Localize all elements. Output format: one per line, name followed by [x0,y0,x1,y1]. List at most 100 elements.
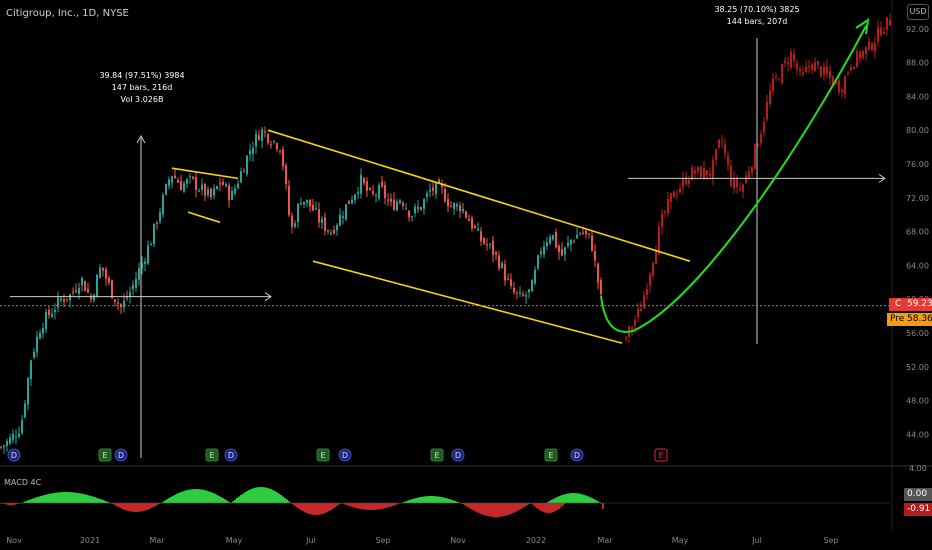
candle-body [793,54,795,61]
candle-body [183,183,185,192]
candle-body [63,299,65,302]
macd-bar [344,503,346,505]
event-marker-letter: E [320,451,325,460]
macd-bar [4,503,6,505]
candle-body [27,377,29,405]
y-tick-label: 88.00 [906,59,929,68]
macd-bar [82,493,84,503]
candle-body [381,181,383,187]
macd-bar [426,496,428,503]
macd-bar [138,503,140,512]
x-tick-label: Mar [149,536,165,545]
candle-body [126,297,128,299]
candle-body [318,209,320,223]
macd-bar [132,503,134,512]
macd-bar [522,503,524,508]
candle-body [21,420,23,434]
candle-body [195,176,197,191]
macd-bar [60,492,62,503]
macd-bar [48,493,50,503]
macd-bar [573,493,575,503]
candle-body [342,216,344,218]
macd-bar [50,493,52,503]
candle-body [459,205,461,212]
candle-body [477,228,479,231]
macd-bar [360,503,362,510]
event-marker-letter: E [658,451,663,460]
macd-bar [268,488,270,503]
macd-bar [518,503,520,511]
candle-body [540,251,542,255]
macd-bar [104,500,106,503]
macd-bar [556,503,558,511]
candle-body [429,190,431,192]
macd-bar [458,502,460,503]
candle-body [378,184,380,199]
macd-bar [551,499,553,503]
dividend-marker [114,448,128,462]
macd-bar [585,495,587,503]
currency-button[interactable]: USD [907,4,929,20]
candle-body [321,219,323,224]
macd-bar [108,502,110,503]
pre-price-tag: 58.36 [904,313,932,326]
candle-body [856,51,858,67]
candle-body [24,403,26,417]
macd-bar [472,503,474,511]
macd-bar [380,503,382,510]
earnings-marker-future [654,448,668,462]
macd-bar [354,503,356,508]
candle-body [880,27,882,36]
macd-bar [180,492,182,503]
candle-body [15,436,17,438]
y-tick-label: 84.00 [906,92,929,101]
macd-bar [222,498,224,503]
macd-bar [264,487,266,503]
candle-body [309,199,311,207]
candle-body [159,212,161,222]
candle-body [646,288,648,295]
candle-body [3,445,5,448]
macd-bar [220,496,222,503]
candle-body [129,292,131,297]
candle-body [237,183,239,189]
macd-bar [148,503,150,510]
candle-body [423,199,425,209]
candle-body [210,188,212,198]
macd-bar [388,503,390,508]
candle-body [81,278,83,286]
y-tick-label: 72.00 [906,194,929,203]
macd-bar [114,503,116,506]
candle-body [790,51,792,68]
candle-body [877,27,879,42]
candle-body [135,278,137,288]
candle-body [865,47,867,54]
macd-bar [96,497,98,503]
macd-bar [296,503,298,508]
candle-body [66,298,68,300]
candle-body [528,289,530,293]
candle-body [42,328,44,334]
macd-bar [597,501,599,503]
candle-body [778,79,780,81]
macd-bar [242,493,244,503]
earnings-marker [316,448,330,462]
candle-body [883,32,885,34]
earnings-marker [430,448,444,462]
macd-bar [2,503,4,504]
macd-bar [549,500,551,503]
candle-body [84,281,86,292]
macd-bar [547,501,549,503]
candle-body [108,277,110,283]
candle-body [279,150,281,152]
candle-body [832,76,834,86]
candle-body [549,236,551,244]
candle-body [180,181,182,191]
candle-body [700,166,702,178]
macd-bar [146,503,148,510]
candle-body [6,440,8,446]
event-marker-letter: D [118,451,124,460]
macd-bar [577,493,579,503]
candle-body [39,332,41,339]
